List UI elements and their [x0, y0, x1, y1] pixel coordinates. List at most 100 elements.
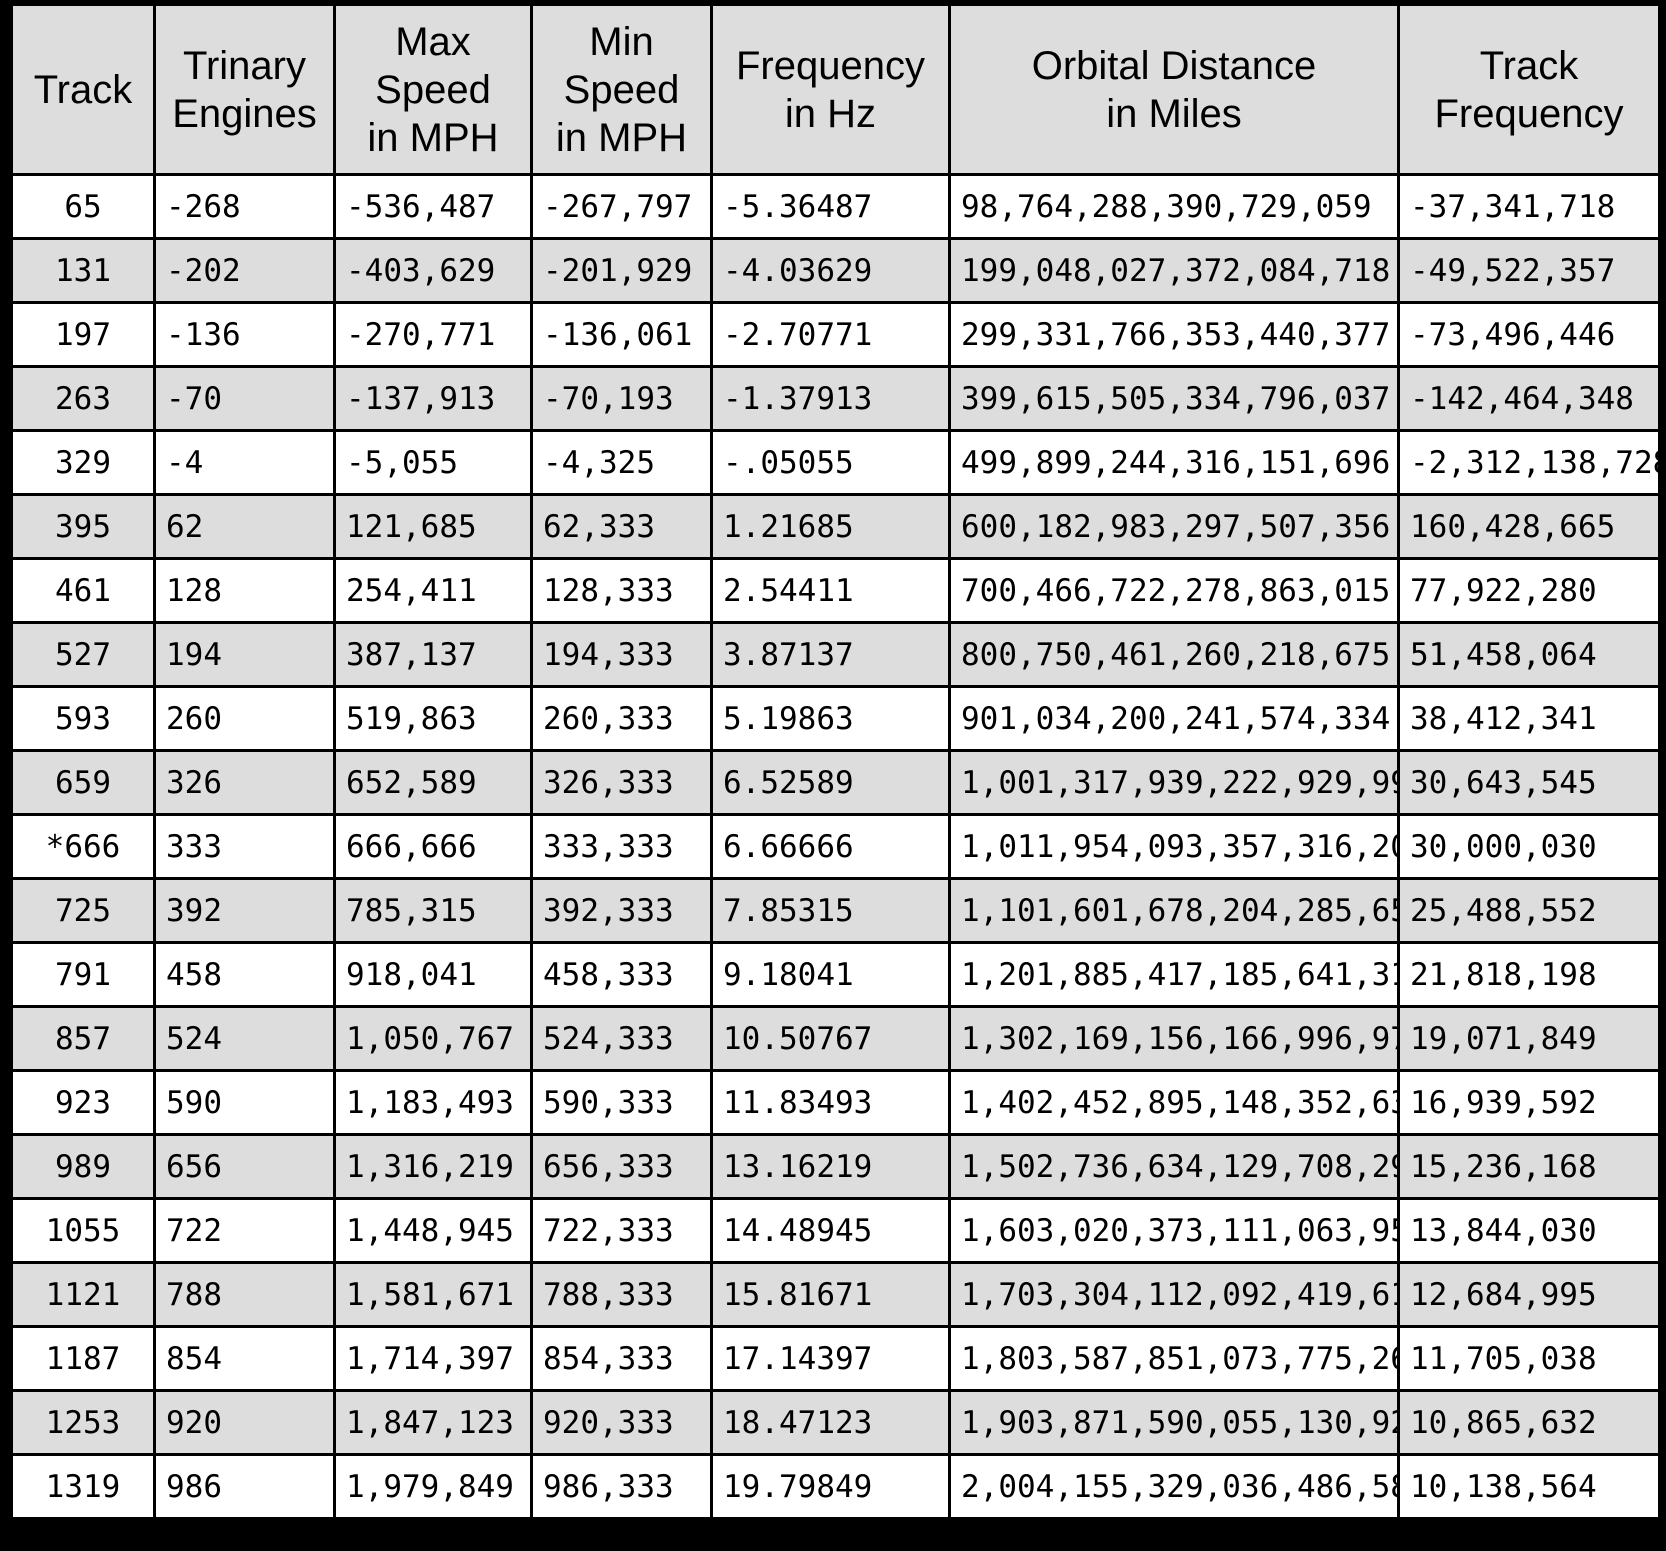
cell-min-speed: 920,333: [530, 1389, 713, 1456]
cell-frequency: 14.48945: [710, 1197, 951, 1264]
cell-max-speed: -536,487: [333, 173, 533, 240]
cell-track: 1121: [10, 1261, 156, 1328]
cell-max-speed: 1,714,397: [333, 1325, 533, 1392]
table-row: 1187 854 1,714,397 854,333 17.14397 1,803,587…: [10, 1325, 1661, 1392]
cell-max-speed: 1,316,219: [333, 1133, 533, 1200]
cell-orbital-distance: 98,764,288,390,729,059: [948, 173, 1400, 240]
cell-track: 659: [10, 749, 156, 816]
cell-trinary-engines: 920: [153, 1389, 336, 1456]
cell-min-speed: 722,333: [530, 1197, 713, 1264]
cell-orbital-distance: 1,903,871,590,055,130,929: [948, 1389, 1400, 1456]
cell-frequency: 3.87137: [710, 621, 951, 688]
cell-track: 923: [10, 1069, 156, 1136]
cell-frequency: 6.66666: [710, 813, 951, 880]
cell-frequency: -4.03629: [710, 237, 951, 304]
cell-frequency: 9.18041: [710, 941, 951, 1008]
cell-min-speed: -201,929: [530, 237, 713, 304]
cell-track-frequency: 21,818,198: [1397, 941, 1661, 1008]
cell-trinary-engines: 590: [153, 1069, 336, 1136]
cell-track-frequency: 30,643,545: [1397, 749, 1661, 816]
cell-trinary-engines: 458: [153, 941, 336, 1008]
cell-track-frequency: -73,496,446: [1397, 301, 1661, 368]
cell-max-speed: -5,055: [333, 429, 533, 496]
cell-track: 725: [10, 877, 156, 944]
cell-orbital-distance: 1,302,169,156,166,996,972: [948, 1005, 1400, 1072]
cell-trinary-engines: 62: [153, 493, 336, 560]
cell-track: *666: [10, 813, 156, 880]
data-table: Track Trinary Engines Max Speed in MPH M…: [10, 3, 1661, 1520]
cell-max-speed: 1,847,123: [333, 1389, 533, 1456]
cell-max-speed: 1,050,767: [333, 1005, 533, 1072]
cell-orbital-distance: 2,004,155,329,036,486,588: [948, 1453, 1400, 1520]
table-row: 659 326 652,589 326,333 6.52589 1,001,317,939…: [10, 749, 1661, 816]
cell-trinary-engines: 333: [153, 813, 336, 880]
cell-frequency: 5.19863: [710, 685, 951, 752]
cell-max-speed: 652,589: [333, 749, 533, 816]
table-body: 65 -268 -536,487 -267,797 -5.36487 98,764,288…: [10, 173, 1661, 1520]
cell-trinary-engines: 326: [153, 749, 336, 816]
cell-orbital-distance: 1,201,885,417,185,641,313: [948, 941, 1400, 1008]
cell-max-speed: 519,863: [333, 685, 533, 752]
table-row: *666 333 666,666 333,333 6.66666 1,011,954,09…: [10, 813, 1661, 880]
cell-orbital-distance: 1,803,587,851,073,775,269: [948, 1325, 1400, 1392]
table-row: 791 458 918,041 458,333 9.18041 1,201,885,417…: [10, 941, 1661, 1008]
cell-track-frequency: 11,705,038: [1397, 1325, 1661, 1392]
cell-orbital-distance: 600,182,983,297,507,356: [948, 493, 1400, 560]
cell-trinary-engines: 854: [153, 1325, 336, 1392]
cell-track: 395: [10, 493, 156, 560]
cell-track-frequency: 16,939,592: [1397, 1069, 1661, 1136]
cell-min-speed: -267,797: [530, 173, 713, 240]
cell-orbital-distance: 1,001,317,939,222,929,994: [948, 749, 1400, 816]
cell-frequency: -5.36487: [710, 173, 951, 240]
header-row: Track Trinary Engines Max Speed in MPH M…: [10, 3, 1661, 176]
cell-max-speed: 121,685: [333, 493, 533, 560]
cell-min-speed: 458,333: [530, 941, 713, 1008]
cell-track-frequency: -37,341,718: [1397, 173, 1661, 240]
cell-min-speed: 854,333: [530, 1325, 713, 1392]
cell-track-frequency: 10,138,564: [1397, 1453, 1661, 1520]
cell-max-speed: 666,666: [333, 813, 533, 880]
cell-frequency: -.05055: [710, 429, 951, 496]
cell-frequency: 11.83493: [710, 1069, 951, 1136]
table-row: 395 62 121,685 62,333 1.21685 600,182,983,297…: [10, 493, 1661, 560]
cell-orbital-distance: 1,703,304,112,092,419,610: [948, 1261, 1400, 1328]
table-row: 593 260 519,863 260,333 5.19863 901,034,200,2…: [10, 685, 1661, 752]
cell-min-speed: 128,333: [530, 557, 713, 624]
table-row: 1055 722 1,448,945 722,333 14.48945 1,603,020…: [10, 1197, 1661, 1264]
cell-frequency: 18.47123: [710, 1389, 951, 1456]
cell-track-frequency: 30,000,030: [1397, 813, 1661, 880]
column-header-min-speed: Min Speed in MPH: [530, 3, 713, 176]
cell-track: 263: [10, 365, 156, 432]
table-row: 131 -202 -403,629 -201,929 -4.03629 199,048,0…: [10, 237, 1661, 304]
cell-min-speed: 656,333: [530, 1133, 713, 1200]
cell-frequency: -2.70771: [710, 301, 951, 368]
cell-min-speed: -70,193: [530, 365, 713, 432]
cell-min-speed: 194,333: [530, 621, 713, 688]
cell-max-speed: -403,629: [333, 237, 533, 304]
cell-max-speed: 1,581,671: [333, 1261, 533, 1328]
cell-trinary-engines: -136: [153, 301, 336, 368]
cell-track: 593: [10, 685, 156, 752]
cell-frequency: 1.21685: [710, 493, 951, 560]
cell-track: 857: [10, 1005, 156, 1072]
cell-track: 1055: [10, 1197, 156, 1264]
cell-min-speed: 590,333: [530, 1069, 713, 1136]
cell-frequency: 13.16219: [710, 1133, 951, 1200]
table-row: 461 128 254,411 128,333 2.54411 700,466,722,2…: [10, 557, 1661, 624]
column-header-trinary-engines: Trinary Engines: [153, 3, 336, 176]
cell-track: 527: [10, 621, 156, 688]
cell-track-frequency: 19,071,849: [1397, 1005, 1661, 1072]
cell-orbital-distance: 499,899,244,316,151,696: [948, 429, 1400, 496]
cell-frequency: -1.37913: [710, 365, 951, 432]
table-row: 857 524 1,050,767 524,333 10.50767 1,302,169,…: [10, 1005, 1661, 1072]
cell-trinary-engines: -4: [153, 429, 336, 496]
table-row: 1121 788 1,581,671 788,333 15.81671 1,703,304…: [10, 1261, 1661, 1328]
table-row: 329 -4 -5,055 -4,325 -.05055 499,899,244,316,…: [10, 429, 1661, 496]
table-row: 725 392 785,315 392,333 7.85315 1,101,601,678…: [10, 877, 1661, 944]
column-header-track: Track: [10, 3, 156, 176]
cell-track-frequency: 25,488,552: [1397, 877, 1661, 944]
column-header-max-speed: Max Speed in MPH: [333, 3, 533, 176]
cell-track: 1319: [10, 1453, 156, 1520]
cell-min-speed: 788,333: [530, 1261, 713, 1328]
cell-track: 461: [10, 557, 156, 624]
